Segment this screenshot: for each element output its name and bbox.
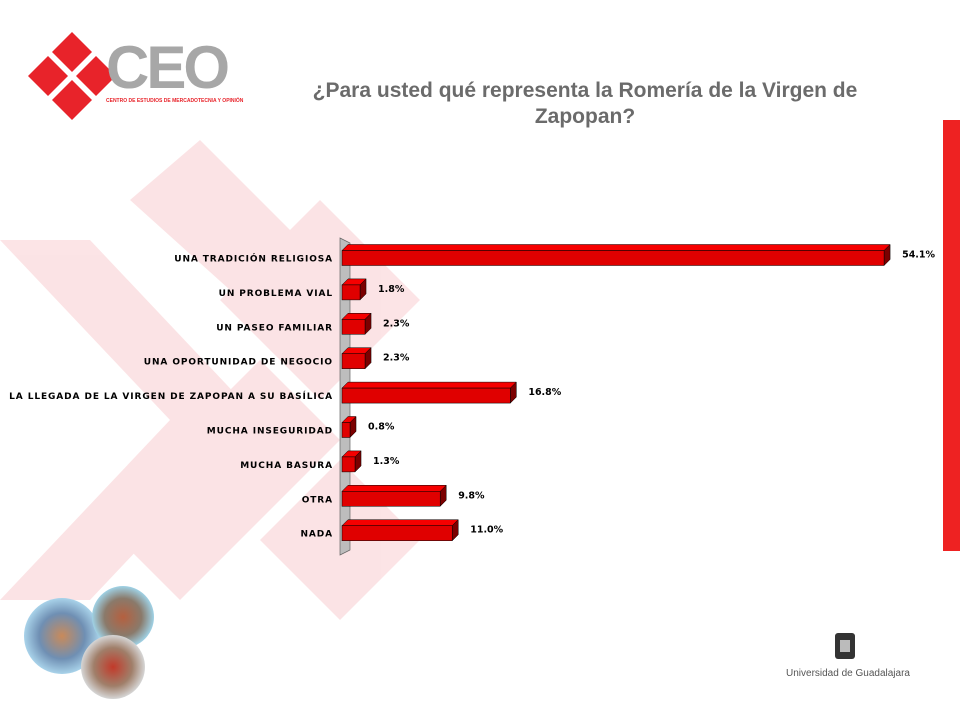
bar	[341, 456, 356, 473]
bar	[341, 353, 366, 369]
logo-subtitle: CENTRO DE ESTUDIOS DE MERCADOTECNIA Y OP…	[106, 96, 244, 104]
value-label: 11.0%	[470, 525, 503, 536]
category-label: NADA	[300, 530, 333, 540]
value-label: 1.3%	[373, 456, 400, 467]
university-crest	[835, 633, 855, 659]
category-label: UN PASEO FAMILIAR	[216, 323, 333, 333]
bar-top	[341, 519, 459, 526]
photo	[81, 635, 145, 699]
value-label: 16.8%	[528, 387, 561, 398]
value-label: 2.3%	[383, 353, 410, 364]
logo-text: CEO	[106, 34, 228, 101]
category-label: MUCHA BASURA	[240, 461, 333, 471]
category-label: LA LLEGADA DE LA VIRGEN DE ZAPOPAN A SU …	[9, 390, 333, 402]
value-label: 9.8%	[458, 490, 485, 501]
category-label: UNA OPORTUNIDAD DE NEGOCIO	[144, 358, 333, 368]
bar	[341, 525, 453, 541]
bar-top	[341, 244, 891, 251]
side-strip	[943, 120, 960, 551]
value-label: 1.8%	[378, 284, 405, 295]
value-label: 54.1%	[902, 250, 935, 261]
category-label: OTRA	[302, 495, 333, 505]
bar	[341, 284, 361, 301]
bar	[341, 422, 351, 438]
value-label: 0.8%	[368, 422, 395, 433]
category-label: UNA TRADICIÓN RELIGIOSA	[174, 253, 333, 265]
bar	[341, 250, 885, 266]
logo-mark	[28, 32, 116, 120]
bar	[341, 319, 366, 335]
chart-title: ¿Para usted qué representa la Romería de…	[312, 79, 858, 128]
photo	[24, 598, 100, 674]
category-label: MUCHA INSEGURIDAD	[207, 427, 333, 437]
photo	[92, 586, 154, 648]
bar	[341, 387, 511, 404]
category-label: UN PROBLEMA VIAL	[219, 289, 333, 299]
value-label: 2.3%	[383, 318, 410, 329]
bar-top	[341, 381, 517, 389]
bar	[341, 491, 441, 507]
bar-top	[341, 485, 447, 492]
background-pattern	[0, 140, 420, 620]
university-name: Universidad de Guadalajara	[786, 668, 910, 679]
